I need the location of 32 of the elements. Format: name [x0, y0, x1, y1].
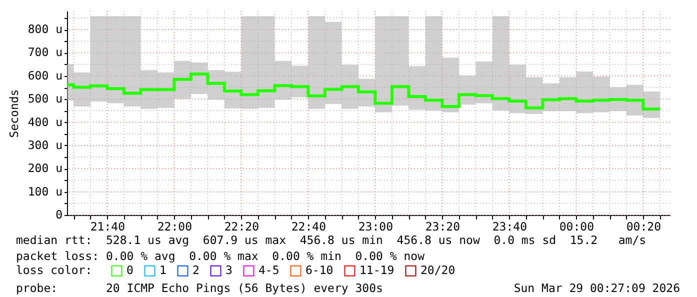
text: probe: 20 ICMP Echo Pings (56 Bytes) every 300s [16, 281, 383, 295]
x-tick-label: 22:40 [291, 220, 326, 234]
y-tick-label: 700 u [28, 45, 62, 60]
legend-label: 2 [192, 262, 200, 277]
y-tick-label: 300 u [28, 138, 62, 152]
legend-label: 0 [126, 262, 134, 277]
x-tick-label: 00:20 [626, 220, 662, 234]
x-tick-label: 23:00 [358, 220, 394, 234]
legend-label: 4-5 [258, 262, 280, 277]
legend-label: 3 [226, 262, 232, 277]
x-tick-label: 22:20 [224, 220, 260, 234]
legend-label: 20/20 [420, 262, 456, 277]
y-tick-label: 0 [56, 208, 63, 222]
y-tick-label: 400 u [28, 114, 62, 129]
y-tick-label: 200 u [28, 161, 62, 176]
legend-label: 1 [160, 262, 166, 277]
legend-label: 11-19 [360, 262, 394, 277]
text: median rtt: 528.1 us avg 607.9 us max 456.8 us min 456.8 us now 0.0 ms sd 15.2 am/s [16, 233, 646, 247]
y-tick-label: 600 u [28, 68, 62, 82]
x-tick-label: 23:20 [425, 220, 460, 234]
legend-label: 6-10 [306, 262, 334, 277]
y-tick-label: 500 u [28, 92, 62, 106]
text: Sun Mar 29 00:27:09 2026 [514, 281, 680, 295]
x-tick-label: 22:00 [157, 220, 192, 234]
y-tick-label: 800 u [28, 22, 62, 36]
x-tick-label: 23:40 [492, 220, 528, 234]
text: packet loss: 0.00 % avg 0.00 % max 0.00 % min 0.00 % now [16, 249, 425, 263]
y-tick-label: 100 u [28, 184, 62, 198]
legend-title: loss color: [16, 263, 92, 277]
y-axis-title: Seconds [6, 89, 21, 138]
x-tick-label: 00:00 [559, 220, 594, 234]
x-tick-label: 21:40 [90, 220, 126, 234]
